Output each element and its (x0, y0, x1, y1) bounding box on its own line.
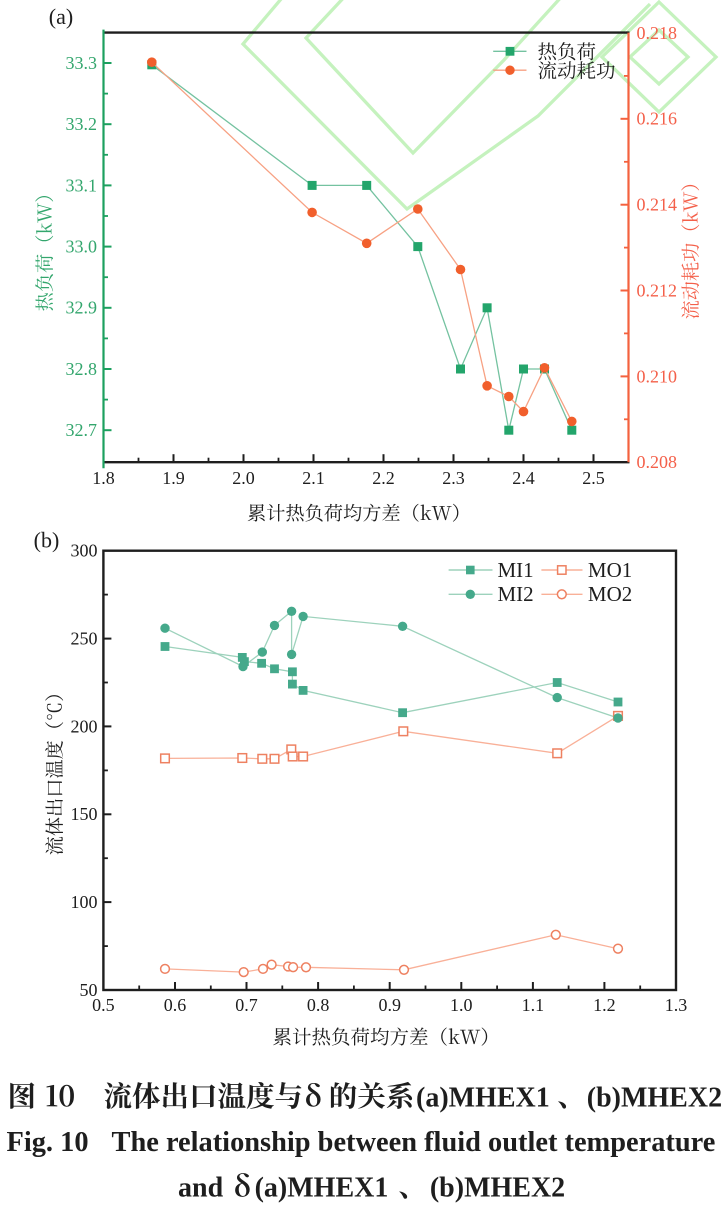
svg-text:150: 150 (71, 804, 98, 824)
svg-text:1.1: 1.1 (522, 995, 545, 1015)
svg-text:(b): (b) (34, 528, 60, 553)
svg-text:0.7: 0.7 (235, 995, 258, 1015)
svg-text:(a)MHEX1: (a)MHEX1 (255, 1173, 389, 1204)
svg-text:0.8: 0.8 (307, 995, 330, 1015)
svg-text:2.3: 2.3 (442, 468, 465, 488)
svg-text:300: 300 (71, 541, 98, 561)
svg-text:32.7: 32.7 (66, 420, 98, 440)
svg-text:2.5: 2.5 (582, 468, 605, 488)
svg-text:0.218: 0.218 (637, 23, 678, 43)
svg-text:0.9: 0.9 (378, 995, 401, 1015)
svg-text:1.2: 1.2 (593, 995, 616, 1015)
svg-text:MO1: MO1 (588, 558, 632, 582)
svg-text:MI2: MI2 (498, 582, 534, 606)
svg-text:33.3: 33.3 (66, 53, 98, 73)
svg-text:33.2: 33.2 (66, 114, 98, 134)
svg-text:0.216: 0.216 (637, 109, 678, 129)
svg-text:2.1: 2.1 (302, 468, 325, 488)
svg-text:32.9: 32.9 (66, 298, 98, 318)
svg-text:32.8: 32.8 (66, 359, 98, 379)
svg-text:0.6: 0.6 (164, 995, 187, 1015)
svg-text:MI1: MI1 (498, 558, 534, 582)
svg-text:1.8: 1.8 (92, 468, 115, 488)
svg-text:200: 200 (71, 716, 98, 736)
svg-text:(b)MHEX2: (b)MHEX2 (587, 1082, 722, 1113)
svg-text:0.210: 0.210 (637, 366, 678, 386)
svg-text:0.5: 0.5 (92, 995, 115, 1015)
svg-text:2.4: 2.4 (512, 468, 535, 488)
svg-text:(a): (a) (49, 4, 73, 29)
svg-text:33.0: 33.0 (66, 237, 98, 257)
svg-text:250: 250 (71, 628, 98, 648)
svg-text:1.9: 1.9 (162, 468, 185, 488)
svg-text:100: 100 (71, 892, 98, 912)
svg-text:(b)MHEX2: (b)MHEX2 (430, 1173, 565, 1204)
svg-text:and: and (178, 1173, 224, 1204)
svg-text:2.2: 2.2 (372, 468, 395, 488)
svg-text:0.212: 0.212 (637, 280, 678, 300)
svg-text:0.208: 0.208 (637, 452, 678, 472)
svg-text:2.0: 2.0 (232, 468, 255, 488)
svg-text:0.214: 0.214 (637, 195, 678, 215)
svg-text:1.3: 1.3 (665, 995, 688, 1015)
svg-text:50: 50 (80, 980, 98, 1000)
svg-text:(a)MHEX1: (a)MHEX1 (416, 1082, 550, 1113)
svg-text:Fig. 10: Fig. 10 (7, 1127, 89, 1158)
svg-text:The relationship between fluid: The relationship between fluid outlet te… (112, 1127, 716, 1158)
svg-text:1.0: 1.0 (450, 995, 473, 1015)
svg-text:MO2: MO2 (588, 582, 632, 606)
svg-text:33.1: 33.1 (66, 175, 98, 195)
